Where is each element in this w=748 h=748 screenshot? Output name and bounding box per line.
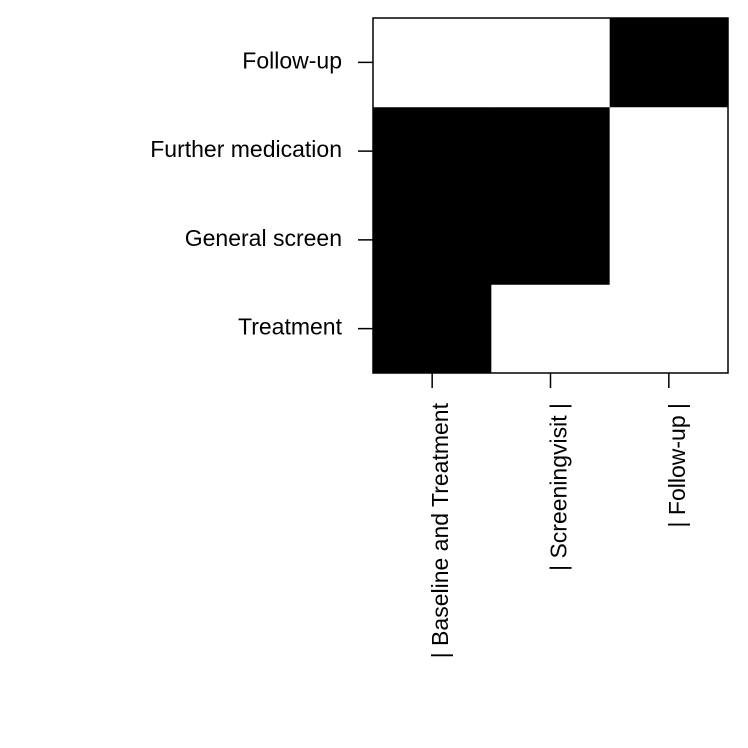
y-tick-label: Treatment <box>238 314 343 340</box>
heatmap-cell <box>609 18 729 108</box>
x-tick-label: | Baseline and Treatment <box>427 402 453 658</box>
heatmap-cell <box>609 284 729 374</box>
x-tick-label: | Follow-up | <box>664 403 690 527</box>
heatmap-cell <box>609 195 729 285</box>
x-axis: | Baseline and Treatment | Screeningvisit… <box>427 373 690 658</box>
heatmap-cell <box>373 18 492 108</box>
y-axis: Treatment General screen Further medicatio… <box>150 47 373 340</box>
y-tick-label: General screen <box>185 225 342 251</box>
heatmap-cell <box>609 106 729 196</box>
y-tick-label: Further medication <box>150 136 342 162</box>
heatmap-cell <box>373 284 492 374</box>
x-tick-label: | Screeningvisit | <box>546 403 572 571</box>
heatmap-cell <box>491 18 611 108</box>
heatmap-cell <box>491 195 611 285</box>
heatmap-cells <box>373 18 729 374</box>
heatmap-cell <box>491 284 611 374</box>
heatmap-cell <box>373 195 492 285</box>
heatmap-cell <box>491 106 611 196</box>
heatmap-cell <box>373 106 492 196</box>
y-tick-label: Follow-up <box>242 47 342 73</box>
